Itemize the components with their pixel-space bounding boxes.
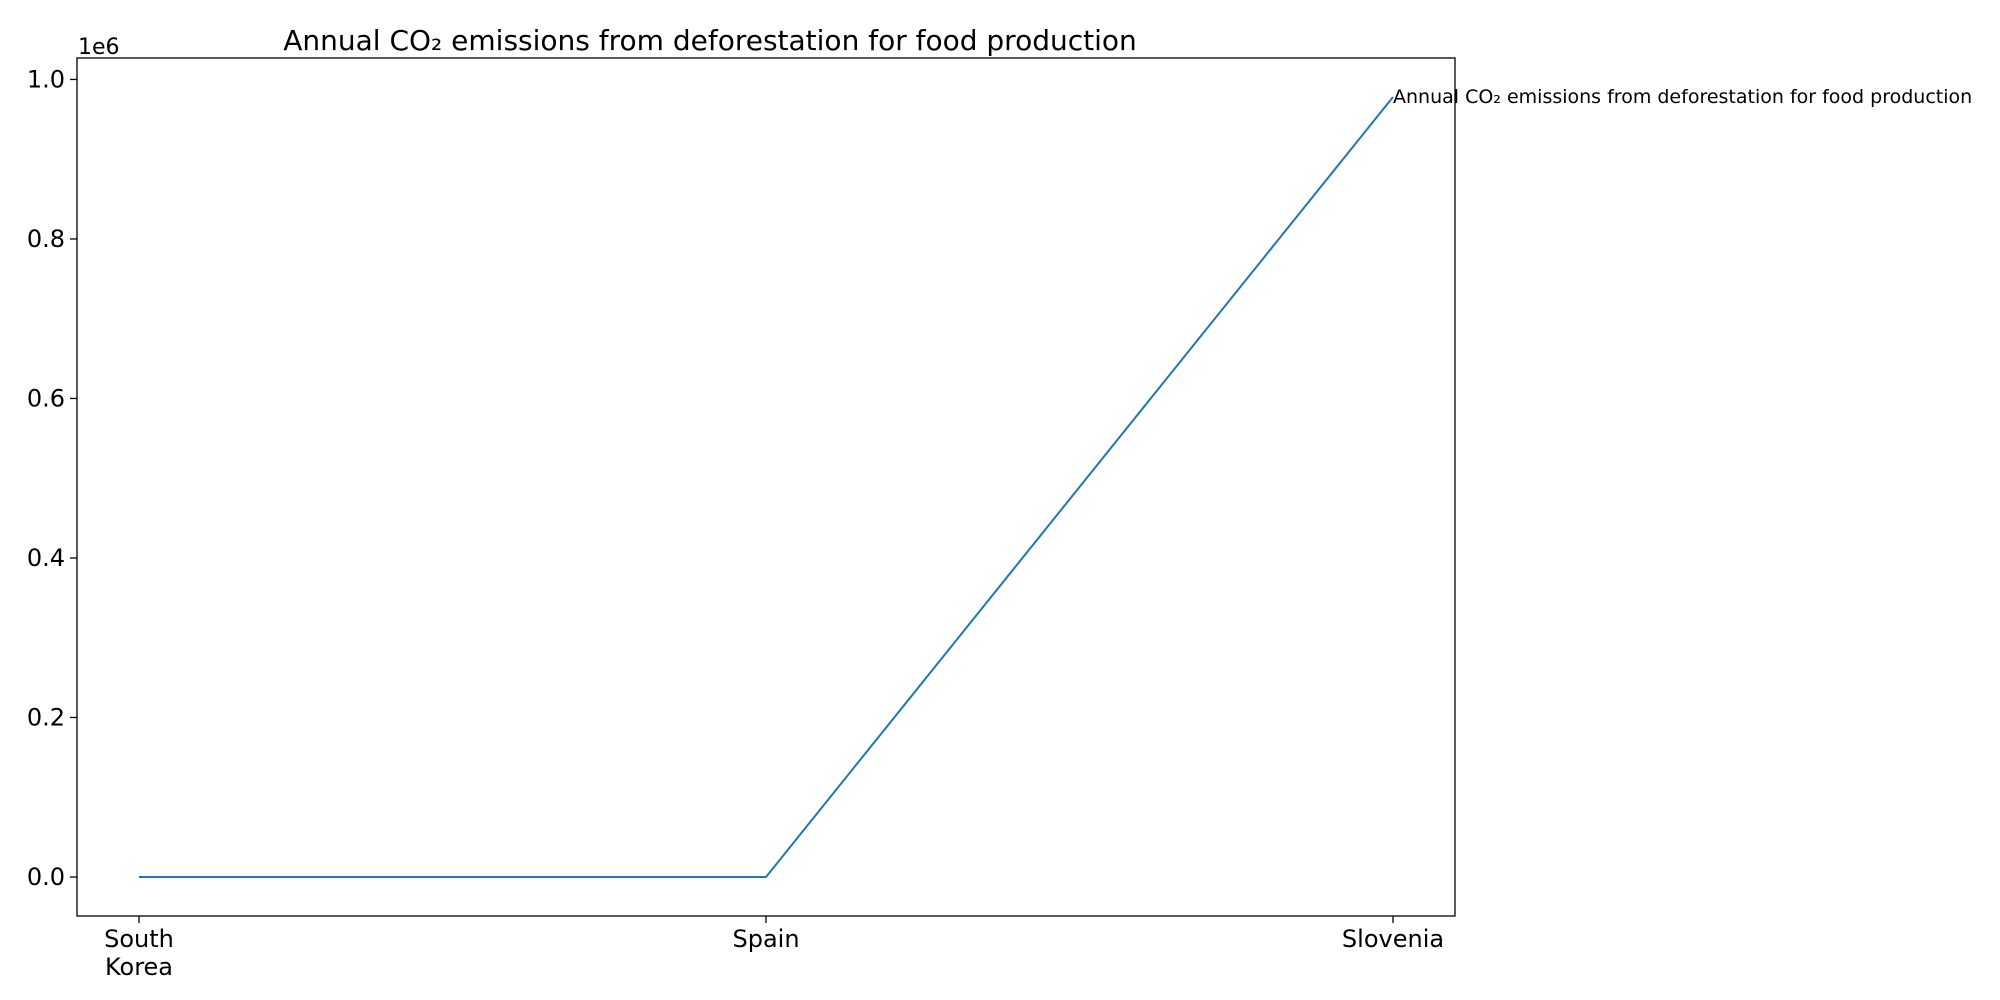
y-tick-label: 0.4 [27,544,65,572]
y-tick-label: 0.2 [27,703,65,731]
series-layer: Annual CO₂ emissions from deforestation … [139,86,1972,878]
x-axis: South Korea Spain Slovenia [104,916,1444,981]
series-line [139,96,1394,878]
chart-title: Annual CO₂ emissions from deforestation … [283,24,1137,57]
y-tick-label: 0.8 [27,225,65,253]
series-end-label: Annual CO₂ emissions from deforestation … [1393,86,1972,108]
x-tick-label: Spain [732,925,799,953]
y-tick-label: 1.0 [27,65,65,93]
x-tick-label: Slovenia [1342,925,1444,953]
y-axis: 0.0 0.2 0.4 0.6 0.8 1.0 [27,65,77,891]
plot-area-frame [76,57,1456,917]
x-tick-label: South Korea [104,925,174,981]
y-axis-offset-label: 1e6 [78,35,120,60]
y-tick-label: 0.0 [27,863,65,891]
y-tick-label: 0.6 [27,384,65,412]
